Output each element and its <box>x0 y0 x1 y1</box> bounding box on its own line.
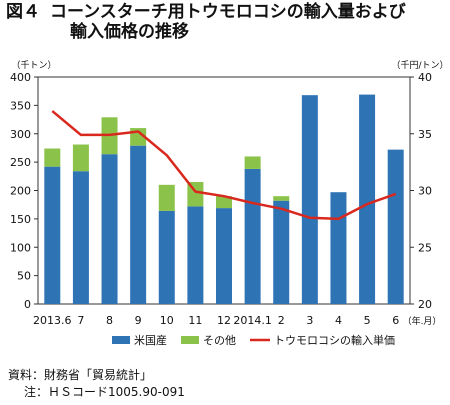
bar-us <box>44 166 61 304</box>
bar-us <box>359 94 376 304</box>
left-tick-label: 0 <box>24 298 31 311</box>
bar-us <box>301 95 318 304</box>
x-tick-label: 6 <box>392 314 399 327</box>
price-line-group <box>51 110 397 221</box>
bar-us <box>273 200 290 304</box>
source-text: 資料：財務省「貿易統計」 <box>8 368 153 382</box>
x-tick-label: 5 <box>364 314 371 327</box>
bar-us <box>244 168 261 304</box>
bar-other <box>158 184 175 211</box>
x-tick-label: 3 <box>306 314 313 327</box>
left-tick-label: 300 <box>10 128 31 141</box>
bar-other <box>273 196 290 201</box>
x-tick-label: 10 <box>160 314 174 327</box>
x-axis-unit: （年.月） <box>403 315 442 327</box>
x-tick-label: 11 <box>188 314 202 327</box>
right-tick-label: 20 <box>418 298 432 311</box>
left-tick-label: 350 <box>10 99 31 112</box>
figure-title: 図４ コーンスターチ用トウモロコシの輸入量および 輸入価格の推移 <box>6 2 446 42</box>
legend-swatch <box>112 336 130 344</box>
x-tick-label: 7 <box>77 314 84 327</box>
axes-group <box>34 76 414 305</box>
bar-us <box>72 171 89 304</box>
bar-us <box>101 154 118 304</box>
labels-group: 0501001502002503003504002025303540（千トン）（… <box>10 60 449 327</box>
bar-us <box>216 208 232 304</box>
figure-label: 図４ <box>6 2 40 22</box>
bar-us <box>330 192 347 304</box>
x-tick-label: 12 <box>217 314 231 327</box>
right-axis-unit: （千円/トン） <box>391 60 448 71</box>
right-tick-label: 35 <box>418 128 432 141</box>
right-tick-label: 30 <box>418 185 432 198</box>
bar-us <box>387 149 404 304</box>
legend-swatch <box>181 336 199 344</box>
right-tick-label: 40 <box>418 71 432 84</box>
bar-us <box>158 210 175 304</box>
right-tick-label: 25 <box>418 241 432 254</box>
left-axis-unit: （千トン） <box>11 60 56 71</box>
note-text: 注：ＨＳコード1005.90-091 <box>24 385 185 399</box>
x-tick-label: 9 <box>135 314 142 327</box>
bars-group <box>44 94 404 304</box>
bar-other <box>244 156 261 169</box>
x-tick-label: 8 <box>106 314 113 327</box>
bar-other <box>44 148 61 167</box>
legend: 米国産 その他 トウモロコシの輸入単価 <box>112 333 395 347</box>
price-line <box>51 110 397 221</box>
legend-label: その他 <box>203 334 236 347</box>
bar-us <box>187 206 204 304</box>
left-tick-label: 150 <box>10 213 31 226</box>
legend-label: 米国産 <box>134 334 167 347</box>
left-tick-label: 200 <box>10 185 31 198</box>
legend-label: トウモロコシの輸入単価 <box>274 333 395 347</box>
left-tick-label: 50 <box>17 270 31 283</box>
figure-title-line2: 輸入価格の推移 <box>70 22 189 42</box>
left-tick-label: 100 <box>10 241 31 254</box>
bar-other <box>72 144 89 172</box>
footer: 資料：財務省「貿易統計」 注：ＨＳコード1005.90-091 <box>8 367 185 401</box>
x-tick-label: 2014.1 <box>233 314 272 327</box>
bar-other <box>216 196 232 209</box>
left-tick-label: 250 <box>10 156 31 169</box>
figure-title-line1: コーンスターチ用トウモロコシの輸入量および <box>50 2 406 22</box>
bar-us <box>130 145 147 304</box>
left-tick-label: 400 <box>10 71 31 84</box>
x-tick-label: 2013.6 <box>33 314 72 327</box>
x-tick-label: 4 <box>335 314 342 327</box>
x-tick-label: 2 <box>278 314 285 327</box>
